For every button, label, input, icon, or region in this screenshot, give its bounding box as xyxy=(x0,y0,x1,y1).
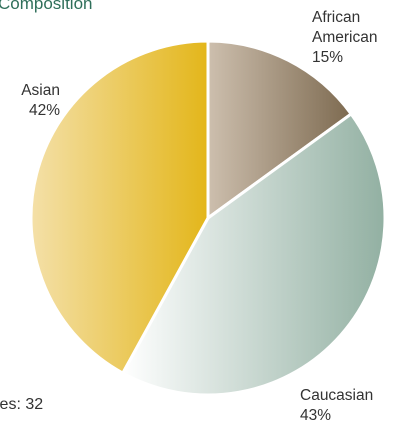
sample-size-note: les: 32 xyxy=(0,396,44,413)
pie-slice-caucasian xyxy=(121,112,387,397)
chart-title: Composition xyxy=(0,0,93,13)
slice-label-caucasian: Caucasian 43% xyxy=(300,387,373,424)
pie-slice-african-american xyxy=(206,39,353,220)
slice-label-african-american: African American 15% xyxy=(312,9,377,66)
pie-slice-asian xyxy=(29,39,210,375)
slice-label-asian: Asian 42% xyxy=(21,82,60,119)
